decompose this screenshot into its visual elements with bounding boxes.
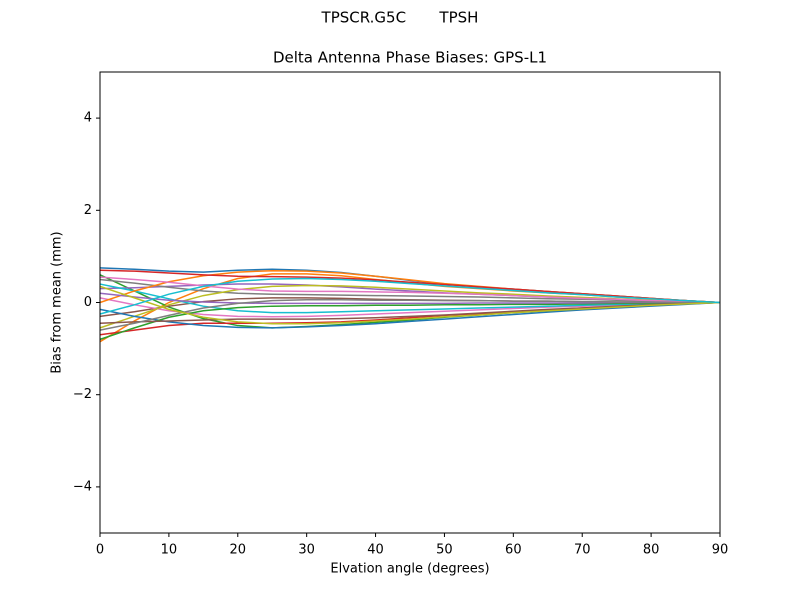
plot-area	[99, 267, 721, 343]
series-line	[99, 297, 721, 318]
y-tick-label: −2	[73, 387, 92, 402]
series-line	[99, 283, 721, 314]
series-line	[99, 278, 721, 304]
x-tick-label: 10	[161, 543, 178, 558]
x-tick-label: 0	[96, 543, 104, 558]
x-tick-label: 30	[298, 543, 315, 558]
y-tick-label: 2	[84, 203, 92, 218]
chart-title: Delta Antenna Phase Biases: GPS-L1	[273, 49, 547, 67]
x-tick-label: 20	[230, 543, 247, 558]
y-tick-label: −4	[73, 479, 92, 494]
series-line	[99, 301, 721, 329]
series-line	[99, 277, 721, 315]
series-line	[99, 301, 721, 324]
x-tick-label: 40	[367, 543, 384, 558]
x-tick-label: 80	[643, 543, 660, 558]
suptitle: TPSCR.G5C TPSH	[321, 9, 479, 27]
y-tick-label: 4	[84, 111, 92, 126]
x-tick-label: 50	[436, 543, 453, 558]
x-tick-label: 70	[574, 543, 591, 558]
series-line	[99, 285, 721, 325]
x-tick-label: 60	[505, 543, 522, 558]
y-tick-label: 0	[84, 295, 92, 310]
series-line	[99, 269, 721, 304]
x-tick-label: 90	[712, 543, 729, 558]
series-line	[99, 301, 721, 341]
y-axis-label: Bias from mean (mm)	[50, 231, 65, 373]
x-axis-label: Elvation angle (degrees)	[330, 562, 489, 577]
series-line	[99, 298, 720, 331]
